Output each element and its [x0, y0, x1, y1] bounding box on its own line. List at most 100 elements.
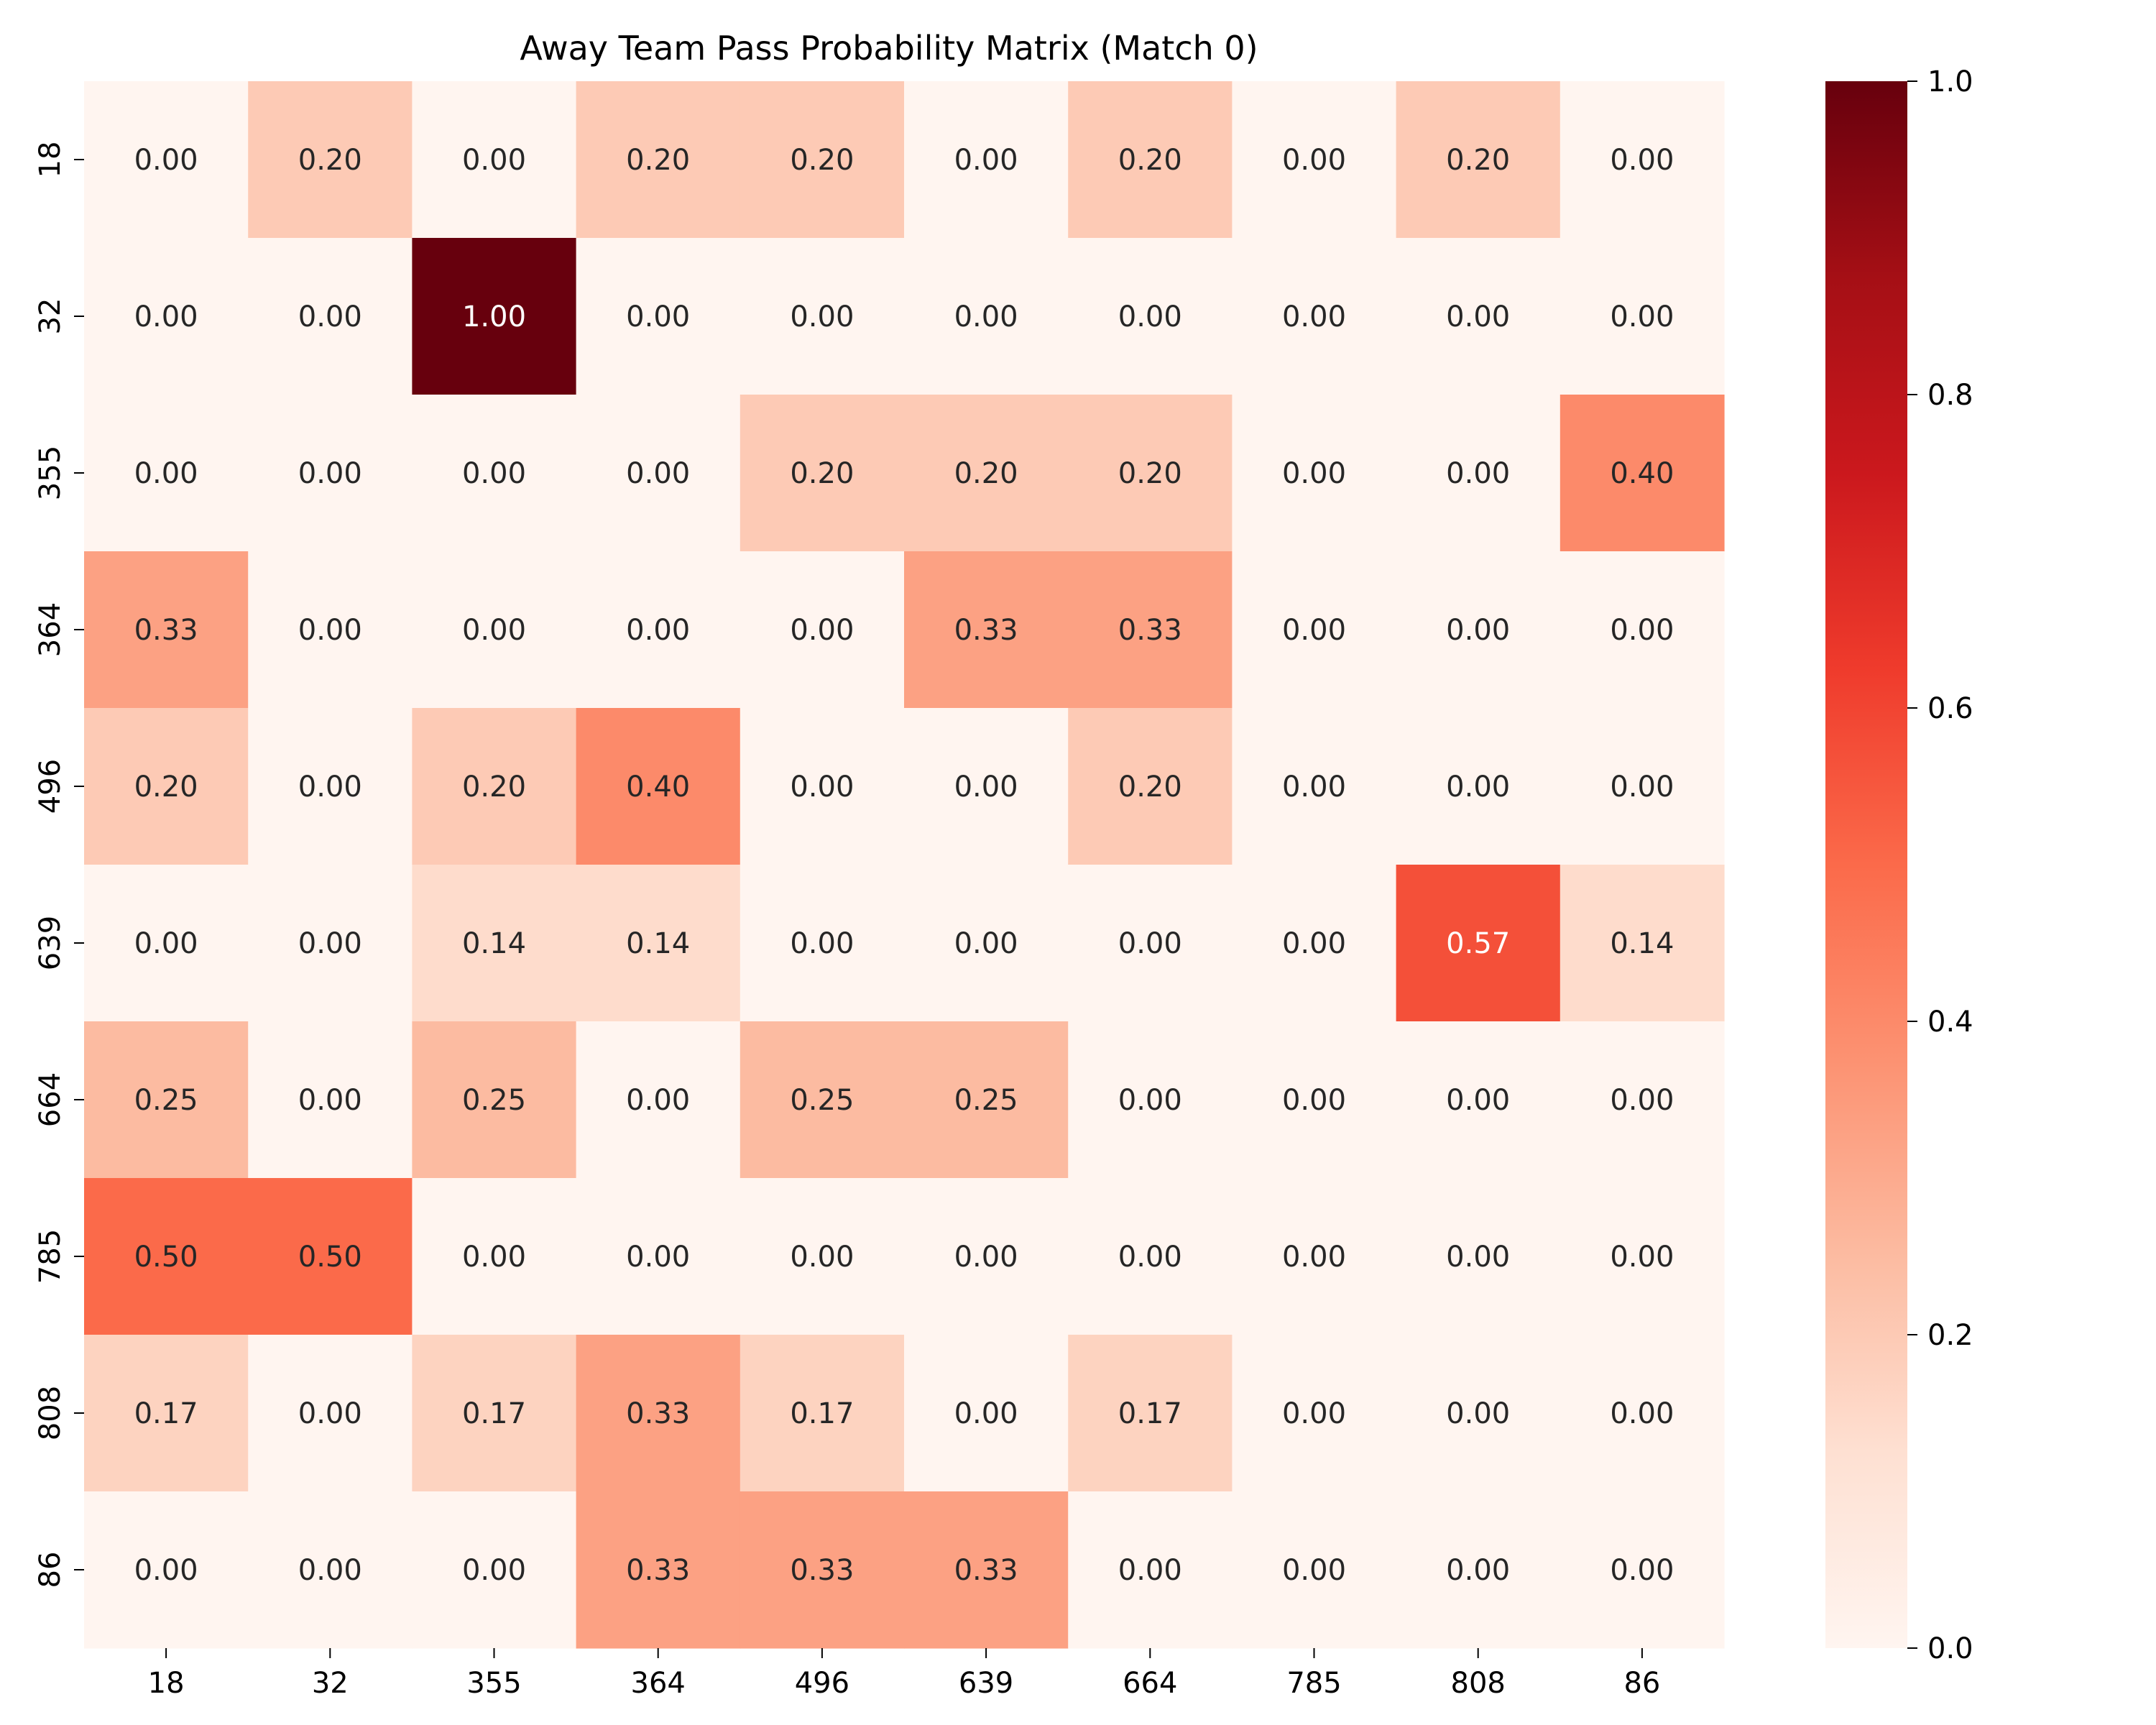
cell-value-label: 0.00 [1118, 1554, 1182, 1587]
heatmap-cell [740, 238, 905, 395]
cell-value-label: 0.00 [1610, 1397, 1674, 1430]
heatmap-cell [904, 1021, 1069, 1179]
heatmap-cell [1396, 1021, 1561, 1179]
heatmap-cell [1560, 238, 1725, 395]
x-tick-label: 664 [1123, 1667, 1177, 1700]
y-axis: 18 32 355 364 496 639 664 785 808 86 [34, 142, 84, 1588]
y-tick-label: 664 [34, 1072, 67, 1127]
heatmap-cell [248, 1491, 413, 1649]
heatmap-cell [1396, 1335, 1561, 1492]
cell-value-label: 0.00 [1446, 1084, 1510, 1117]
cell-value-label: 0.00 [1282, 1397, 1346, 1430]
cell-value-label: 0.00 [790, 614, 854, 647]
heatmap-cell [248, 1021, 413, 1179]
colorbar-tick-label: 0.8 [1927, 379, 1973, 412]
cell-value-label: 0.00 [1610, 1084, 1674, 1117]
cell-value-label: 0.00 [1610, 1241, 1674, 1274]
chart-title: Away Team Pass Probability Matrix (Match… [520, 29, 1258, 68]
heatmap-cell [740, 1021, 905, 1179]
cell-value-label: 0.25 [462, 1084, 526, 1117]
heatmap-cell [1232, 551, 1397, 709]
heatmap-cell [1396, 395, 1561, 552]
cell-value-label: 0.00 [1610, 144, 1674, 177]
heatmap-cell [84, 865, 249, 1022]
heatmap-cell [904, 395, 1069, 552]
heatmap-cell [1068, 238, 1233, 395]
heatmap-cell [576, 395, 741, 552]
cell-value-label: 0.00 [1610, 770, 1674, 804]
cell-value-label: 0.20 [1446, 144, 1510, 177]
cell-value-label: 0.14 [1610, 927, 1674, 960]
heatmap-cell [84, 1491, 249, 1649]
heatmap-cell [84, 81, 249, 239]
cell-value-label: 0.20 [790, 144, 854, 177]
heatmap-cell [576, 708, 741, 865]
colorbar-tick-label: 0.0 [1927, 1632, 1973, 1665]
heatmap-cell [248, 395, 413, 552]
heatmap-cell [84, 395, 249, 552]
y-tick-label: 639 [34, 916, 67, 970]
cell-value-label: 0.00 [790, 927, 854, 960]
heatmap-cell [740, 1491, 905, 1649]
cell-value-label: 0.00 [954, 770, 1018, 804]
cell-value-label: 0.25 [134, 1084, 198, 1117]
cell-value-label: 0.00 [462, 144, 526, 177]
heatmap-cell [1232, 395, 1397, 552]
cell-value-label: 0.00 [1446, 1397, 1510, 1430]
heatmap-cell [1068, 1335, 1233, 1492]
cell-value-label: 0.20 [626, 144, 690, 177]
heatmap-cell [904, 1491, 1069, 1649]
heatmap-cell [1232, 238, 1397, 395]
cell-value-label: 0.20 [1118, 457, 1182, 490]
cell-value-label: 0.00 [462, 614, 526, 647]
y-tick-label: 86 [34, 1552, 67, 1588]
heatmap-cell [740, 395, 905, 552]
heatmap-cell [576, 865, 741, 1022]
cell-value-label: 0.40 [1610, 457, 1674, 490]
heatmap-cell [1396, 81, 1561, 239]
cell-value-label: 0.40 [626, 770, 690, 804]
cell-value-label: 0.50 [134, 1241, 198, 1274]
cell-value-label: 0.00 [134, 927, 198, 960]
cell-value-label: 0.00 [790, 770, 854, 804]
cell-value-label: 0.00 [626, 1241, 690, 1274]
cell-value-label: 0.17 [134, 1397, 198, 1430]
cell-value-label: 0.00 [1282, 1241, 1346, 1274]
cell-value-label: 0.20 [298, 144, 362, 177]
heatmap-cell [1232, 1021, 1397, 1179]
cell-value-label: 0.00 [1446, 1554, 1510, 1587]
cell-value-label: 0.17 [462, 1397, 526, 1430]
x-tick-label: 808 [1451, 1667, 1506, 1700]
heatmap-cell [1560, 1335, 1725, 1492]
heatmap-cell [1396, 708, 1561, 865]
heatmap-cell [1560, 1178, 1725, 1335]
heatmap-cell [248, 865, 413, 1022]
cell-value-label: 0.00 [1282, 144, 1346, 177]
cell-value-label: 0.00 [298, 457, 362, 490]
colorbar-gradient [1825, 81, 1907, 1648]
x-tick-label: 86 [1623, 1667, 1660, 1700]
cell-value-label: 0.20 [462, 770, 526, 804]
heatmap-cell [1068, 81, 1233, 239]
heatmap-cell [248, 81, 413, 239]
cell-value-label: 0.14 [462, 927, 526, 960]
cell-value-label: 0.00 [298, 300, 362, 334]
colorbar-tick-label: 1.0 [1927, 65, 1973, 98]
y-tick-label: 18 [34, 142, 67, 178]
heatmap-cell [576, 1021, 741, 1179]
cell-value-label: 0.14 [626, 927, 690, 960]
heatmap-cell [412, 551, 577, 709]
heatmap-cell [1396, 551, 1561, 709]
cell-value-label: 1.00 [462, 300, 526, 334]
y-tick-label: 355 [34, 446, 67, 500]
heatmap-cell [412, 1021, 577, 1179]
heatmap-cell [84, 1178, 249, 1335]
cell-value-label: 0.00 [626, 614, 690, 647]
cell-value-label: 0.00 [1446, 770, 1510, 804]
heatmap-cell [740, 1335, 905, 1492]
cell-value-label: 0.00 [298, 770, 362, 804]
heatmap-cell [248, 708, 413, 865]
cell-value-label: 0.00 [790, 300, 854, 334]
heatmap-cell [248, 238, 413, 395]
cell-value-label: 0.00 [1282, 614, 1346, 647]
